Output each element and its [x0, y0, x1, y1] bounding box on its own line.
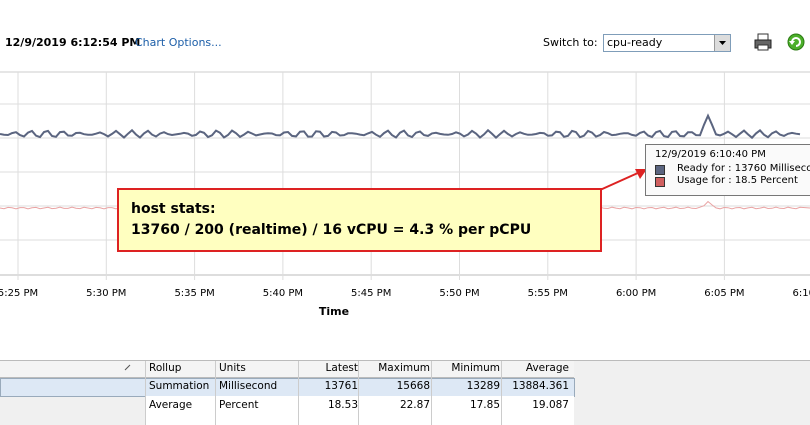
table-cell: 22.87 [399, 399, 430, 411]
x-tick-label: 5:45 PM [351, 288, 391, 299]
column-separator [431, 361, 432, 425]
table-cell: 13289 [466, 380, 500, 392]
table-cell: Millisecond [219, 380, 278, 392]
dropdown-arrow [719, 41, 726, 45]
column-header: Latest [325, 362, 358, 374]
column-header: Rollup [149, 362, 182, 374]
table-cell: 15668 [396, 380, 430, 392]
sort-arrow[interactable] [124, 364, 132, 372]
table-cell: 18.53 [327, 399, 358, 411]
column-header: Maximum [378, 362, 430, 374]
tooltip-item: Ready for : 13760 Millisecond [677, 163, 810, 174]
table-cell: 13761 [324, 380, 358, 392]
legend-swatch [655, 165, 665, 175]
x-tick-label: 5:55 PM [528, 288, 568, 299]
column-header: Average [525, 362, 569, 374]
column-header: Minimum [451, 362, 500, 374]
table-cell: 13884.361 [512, 380, 569, 392]
chart-options-link[interactable]: Chart Options... [135, 36, 222, 49]
column-separator [215, 361, 216, 425]
annotation-arrow [599, 169, 647, 191]
tooltip: 12/9/2019 6:10:40 PM Ready for : 13760 M… [645, 144, 810, 196]
column-separator [358, 361, 359, 425]
tooltip-item: Usage for : 18.5 Percent [677, 175, 798, 186]
print-icon[interactable] [754, 33, 772, 51]
table-cell: 19.087 [532, 399, 569, 411]
annotation-line: host stats: [131, 201, 216, 217]
ready-line [0, 113, 801, 140]
tooltip-time: 12/9/2019 6:10:40 PM [655, 149, 766, 160]
table-cell: Summation [149, 380, 210, 392]
x-tick-label: 5:40 PM [263, 288, 303, 299]
dropdown-button[interactable] [714, 35, 730, 51]
x-tick-label: 5:35 PM [174, 288, 214, 299]
x-tick-label: 5:50 PM [439, 288, 479, 299]
axis-title: Time [319, 305, 349, 318]
x-tick-label: 5:25 PM [0, 288, 38, 299]
table-cell: 17.85 [469, 399, 500, 411]
timestamp: 12/9/2019 6:12:54 PM [5, 36, 141, 49]
x-tick-label: 5:30 PM [86, 288, 126, 299]
column-separator [145, 361, 146, 425]
annotation-line: 13760 / 200 (realtime) / 16 vCPU = 4.3 %… [131, 222, 532, 238]
legend-swatch [655, 177, 665, 187]
table-row[interactable] [145, 396, 574, 425]
annotation-box: host stats: 13760 / 200 (realtime) / 16 … [117, 188, 602, 252]
column-separator [298, 361, 299, 425]
table-cell: Percent [219, 399, 259, 411]
table-cell: Average [149, 399, 193, 411]
switch-select[interactable]: cpu-ready [603, 34, 731, 52]
x-tick-label: 6:00 PM [616, 288, 656, 299]
table-header [0, 361, 574, 378]
switch-label: Switch to: [543, 36, 598, 49]
chart: Time 5:25 PM 5:30 PM 5:35 PM 5:40 PM 5:45 PM… [0, 71, 810, 318]
refresh-icon[interactable] [786, 32, 806, 52]
column-header: Units [219, 362, 246, 374]
switch-value: cpu-ready [607, 36, 663, 49]
column-separator [501, 361, 502, 425]
x-tick-label: 6:05 PM [704, 288, 744, 299]
x-tick-label: 6:10 PM [793, 288, 810, 299]
